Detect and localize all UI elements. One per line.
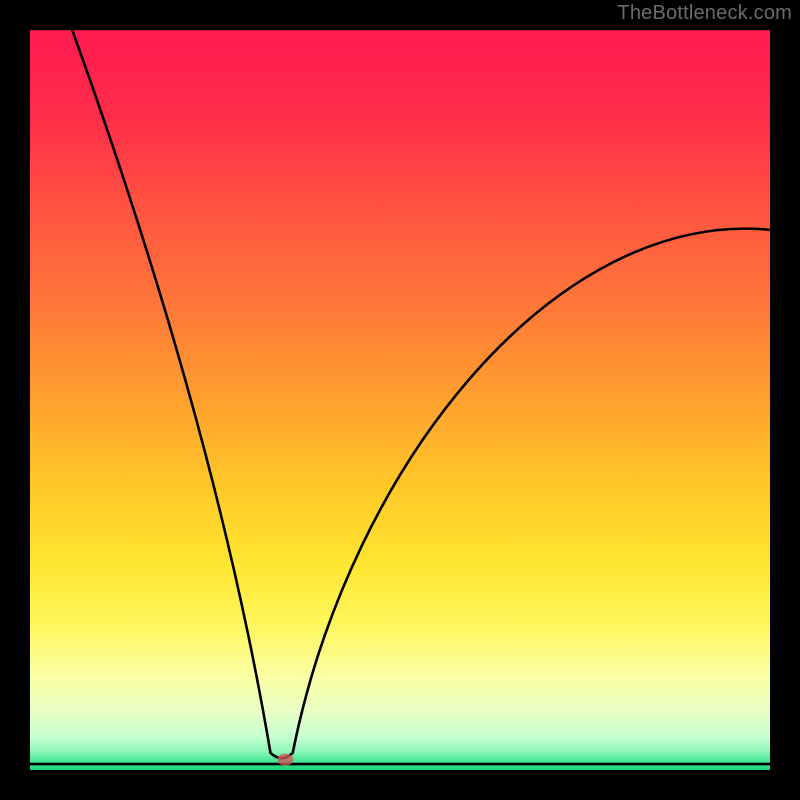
bottleneck-chart (0, 0, 800, 800)
chart-container: TheBottleneck.com (0, 0, 800, 800)
watermark-text: TheBottleneck.com (617, 2, 792, 25)
